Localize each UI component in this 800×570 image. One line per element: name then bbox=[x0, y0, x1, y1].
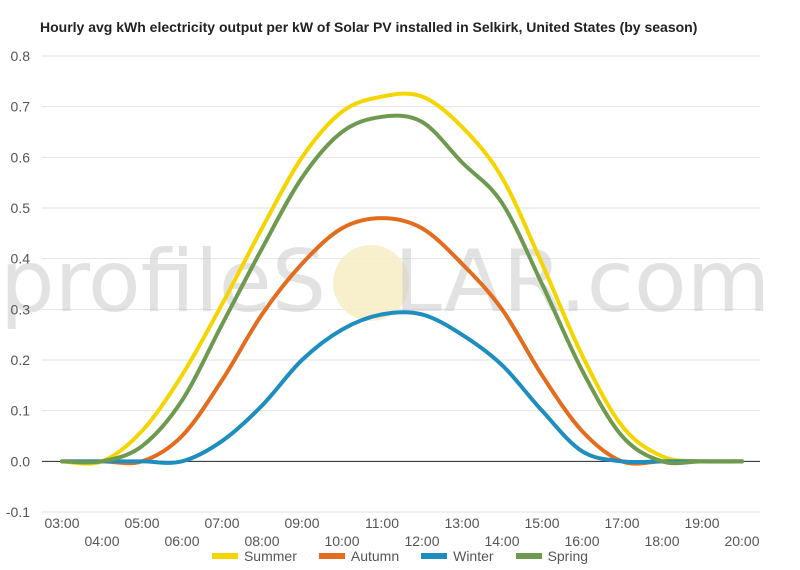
x-tick-label: 13:00 bbox=[444, 515, 479, 531]
x-tick-label: 17:00 bbox=[604, 515, 639, 531]
legend-swatch bbox=[211, 553, 238, 559]
legend-swatch bbox=[515, 553, 542, 559]
y-tick-label: 0.1 bbox=[11, 403, 31, 419]
y-tick-label: 0.3 bbox=[11, 301, 31, 317]
x-tick-label: 08:00 bbox=[244, 533, 279, 549]
x-tick-label: 10:00 bbox=[324, 533, 359, 549]
y-tick-label: 0.5 bbox=[11, 200, 31, 216]
x-tick-label: 05:00 bbox=[124, 515, 159, 531]
x-tick-label: 07:00 bbox=[204, 515, 239, 531]
x-tick-label: 12:00 bbox=[404, 533, 439, 549]
x-tick-label: 18:00 bbox=[644, 533, 679, 549]
x-tick-label: 04:00 bbox=[84, 533, 119, 549]
legend-item-spring: Spring bbox=[515, 548, 589, 564]
legend-label: Spring bbox=[547, 548, 589, 564]
y-tick-label: 0.4 bbox=[11, 251, 31, 267]
x-tick-label: 06:00 bbox=[164, 533, 199, 549]
y-tick-label: 0.0 bbox=[11, 453, 31, 469]
x-tick-label: 20:00 bbox=[724, 533, 759, 549]
x-tick-label: 03:00 bbox=[44, 515, 79, 531]
x-tick-label: 19:00 bbox=[684, 515, 719, 531]
legend-label: Summer bbox=[243, 548, 297, 564]
legend-item-summer: Summer bbox=[211, 548, 297, 564]
x-tick-label: 15:00 bbox=[524, 515, 559, 531]
y-tick-label: -0.1 bbox=[6, 504, 30, 520]
x-tick-label: 14:00 bbox=[484, 533, 519, 549]
legend-label: Autumn bbox=[350, 548, 400, 564]
x-tick-label: 09:00 bbox=[284, 515, 319, 531]
legend-swatch bbox=[421, 553, 448, 559]
chart-title: Hourly avg kWh electricity output per kW… bbox=[40, 19, 698, 35]
x-tick-label: 16:00 bbox=[564, 533, 599, 549]
legend: Summer Autumn Winter Spring bbox=[0, 548, 800, 564]
series-lines bbox=[60, 91, 744, 466]
watermark-text: profileSOLAR.com bbox=[0, 232, 770, 332]
y-tick-label: 0.7 bbox=[11, 99, 31, 115]
y-tick-label: 0.2 bbox=[11, 352, 31, 368]
y-tick-label: 0.6 bbox=[11, 149, 31, 165]
series-line-spring bbox=[60, 113, 744, 466]
axes: 0.8 0.7 0.6 0.5 0.4 0.3 0.2 0.1 0.0 -0.1 03:00 04:0… bbox=[6, 48, 760, 549]
watermark-sun-icon bbox=[333, 245, 409, 321]
series-line-winter bbox=[60, 310, 744, 465]
series-line-summer bbox=[60, 91, 744, 466]
legend-label: Winter bbox=[453, 548, 494, 564]
watermark-logo: profileSOLAR.com bbox=[0, 232, 770, 332]
x-tick-label: 11:00 bbox=[365, 515, 399, 531]
legend-item-autumn: Autumn bbox=[318, 548, 400, 564]
legend-item-winter: Winter bbox=[421, 548, 494, 564]
y-tick-label: 0.8 bbox=[11, 48, 31, 64]
legend-swatch bbox=[318, 553, 345, 559]
